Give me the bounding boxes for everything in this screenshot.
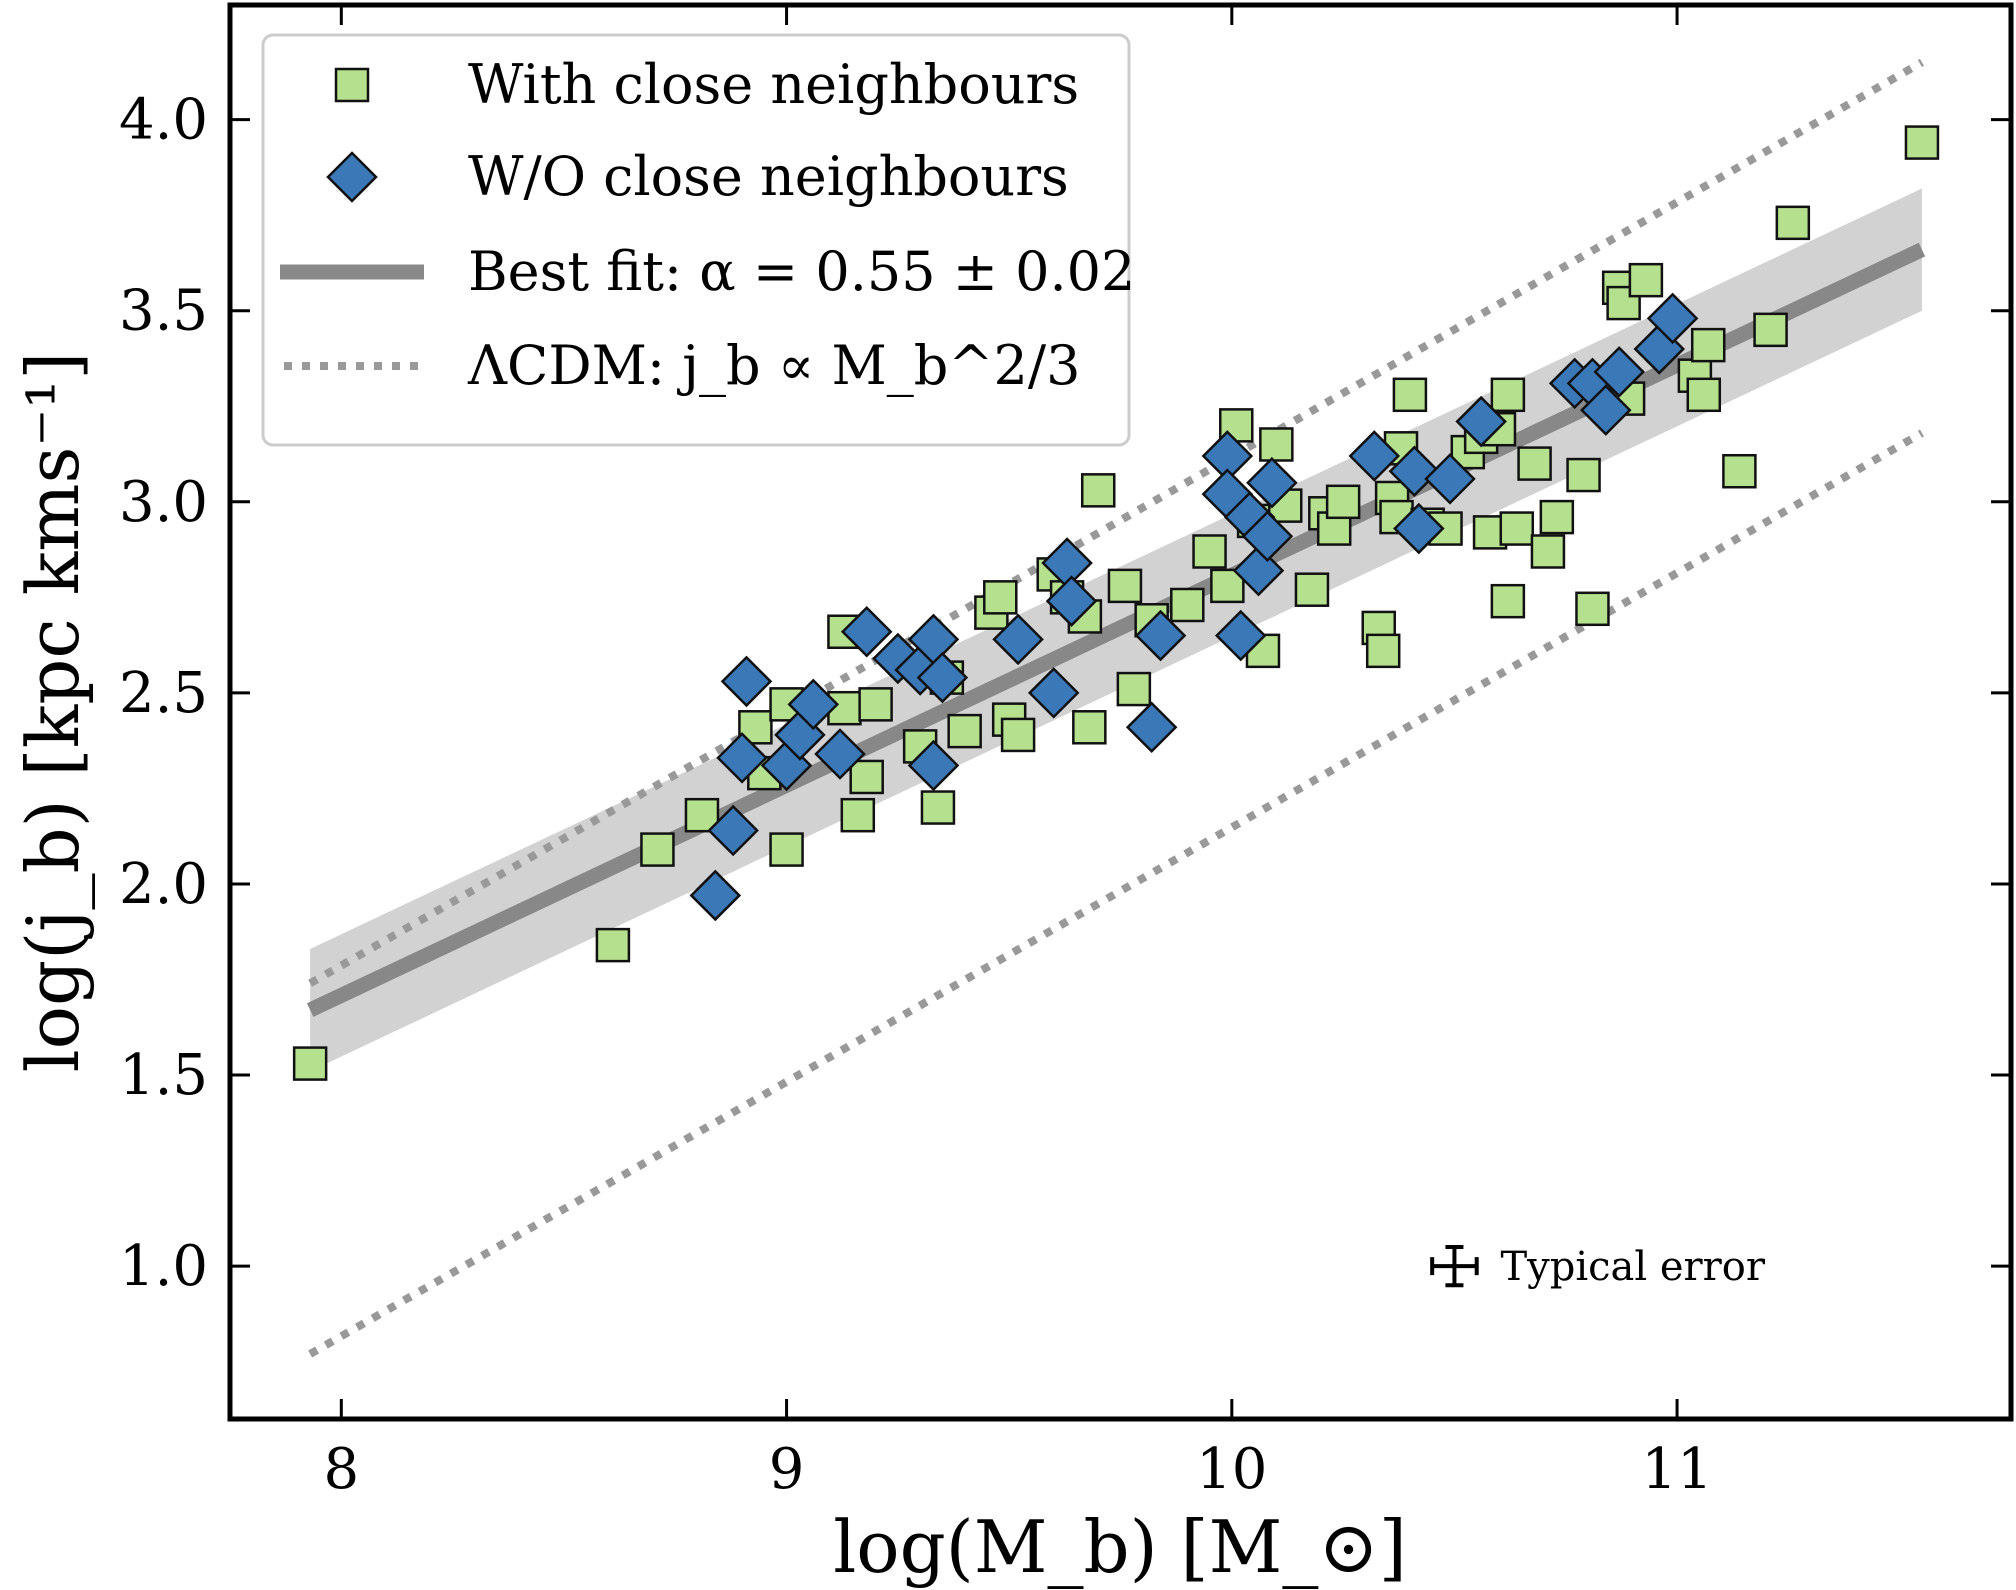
legend-box xyxy=(261,33,1131,447)
square-point xyxy=(1490,583,1526,619)
legend-label: ΛCDM: j_b ∝ M_b^2/3 xyxy=(467,334,1080,397)
y-tick-label: 3.5 xyxy=(119,279,208,344)
axis-labels-layer: log(M_b) [M_⊙] log(j_b) [kpc kms⁻¹] xyxy=(11,352,1407,1589)
diamond-point xyxy=(1214,609,1267,662)
diamond-point xyxy=(840,605,893,658)
diamond-point xyxy=(1455,395,1507,448)
square-point xyxy=(1904,125,1940,160)
square-point xyxy=(292,1046,328,1081)
square-point xyxy=(1080,473,1116,508)
square-point xyxy=(1325,484,1361,520)
square-point xyxy=(1116,671,1152,707)
legend-square-marker xyxy=(334,67,370,103)
diamond-point xyxy=(1393,502,1445,555)
diamond-point xyxy=(707,804,759,857)
lcdm-line-1 xyxy=(308,58,1924,987)
square-point xyxy=(1722,453,1757,489)
plot-frame xyxy=(227,2,2014,1422)
x-tick-label: 8 xyxy=(323,1437,359,1502)
square-point xyxy=(1365,633,1401,669)
diamond-point xyxy=(689,869,742,922)
legend: With close neighbours W/O close neighbour… xyxy=(261,33,1135,447)
x-tick-label: 10 xyxy=(1196,1437,1267,1502)
markers-layer xyxy=(292,125,1940,1081)
square-point xyxy=(1392,377,1428,413)
square-point xyxy=(1499,511,1535,546)
lcdm-line-2 xyxy=(308,429,1924,1358)
square-point xyxy=(1686,377,1722,413)
diamond-point xyxy=(1424,453,1476,505)
y-tick-label: 1.5 xyxy=(119,1043,208,1108)
diamond-point xyxy=(1241,510,1294,562)
legend-label: With close neighbours xyxy=(468,53,1079,116)
square-point xyxy=(1575,591,1610,627)
square-point xyxy=(769,832,804,867)
diamond-point xyxy=(814,728,866,780)
y-tick-label: 4.0 xyxy=(119,88,208,153)
x-tick-label: 9 xyxy=(769,1437,805,1502)
diamond-point xyxy=(1045,575,1098,627)
diamond-point xyxy=(716,732,768,784)
square-point xyxy=(1753,312,1788,348)
diamond-point xyxy=(1125,701,1178,754)
diamond-point xyxy=(1027,667,1080,719)
square-point xyxy=(1170,587,1205,623)
typical-error-layer: Typical error xyxy=(1430,1244,1766,1290)
y-tick-label: 3.0 xyxy=(119,470,208,535)
diamond-point xyxy=(992,613,1044,666)
square-point xyxy=(1539,499,1575,535)
square-point xyxy=(849,759,884,795)
square-point xyxy=(1107,568,1143,604)
diamond-point xyxy=(1388,445,1441,498)
square-point xyxy=(738,710,773,745)
lines-layer xyxy=(306,58,1926,1358)
square-point xyxy=(983,580,1018,615)
diamond-point xyxy=(907,739,960,792)
square-point xyxy=(1628,262,1664,298)
diamond-point xyxy=(720,655,773,708)
typical-error-label: Typical error xyxy=(1500,1244,1765,1290)
diamond-point xyxy=(787,678,840,731)
x-tick-label: 11 xyxy=(1641,1437,1712,1502)
legend-diamond-marker xyxy=(326,151,378,203)
square-point xyxy=(947,713,982,749)
best-fit-line xyxy=(306,242,1926,1017)
y-tick-label: 2.5 xyxy=(119,661,208,726)
diamond-point xyxy=(1593,346,1645,398)
diamond-point xyxy=(916,651,969,704)
square-point xyxy=(1530,534,1566,569)
legend-label: W/O close neighbours xyxy=(468,145,1069,208)
square-point xyxy=(1294,572,1330,607)
square-point xyxy=(1259,427,1294,462)
square-point xyxy=(1072,710,1107,745)
square-point xyxy=(1775,205,1811,241)
y-tick-label: 1.0 xyxy=(119,1234,208,1299)
square-point xyxy=(1000,717,1036,753)
diamond-point xyxy=(1646,292,1699,345)
axes-layer: 8 9 10 11 1.0 1.5 2.0 2.5 3.0 3.5 4.0 xyxy=(119,2,2014,1502)
diamond-point xyxy=(1134,609,1187,662)
square-point xyxy=(858,687,893,722)
square-point xyxy=(920,790,956,825)
diamond-point xyxy=(1580,384,1632,436)
legend-label: Best fit: α = 0.55 ± 0.02 xyxy=(468,240,1135,303)
square-point xyxy=(640,832,675,867)
x-axis-label: log(M_b) [M_⊙] xyxy=(833,1505,1407,1589)
square-point xyxy=(1490,377,1526,413)
diamond-point xyxy=(1246,456,1298,509)
square-point xyxy=(1566,457,1601,493)
y-tick-label: 2.0 xyxy=(119,852,208,917)
square-point xyxy=(595,927,631,963)
square-point xyxy=(1690,327,1726,363)
square-point xyxy=(1517,446,1552,481)
y-axis-label: log(j_b) [kpc kms⁻¹] xyxy=(11,352,95,1073)
diamond-point xyxy=(1348,430,1401,482)
square-point xyxy=(840,797,876,833)
square-point xyxy=(1192,534,1227,569)
